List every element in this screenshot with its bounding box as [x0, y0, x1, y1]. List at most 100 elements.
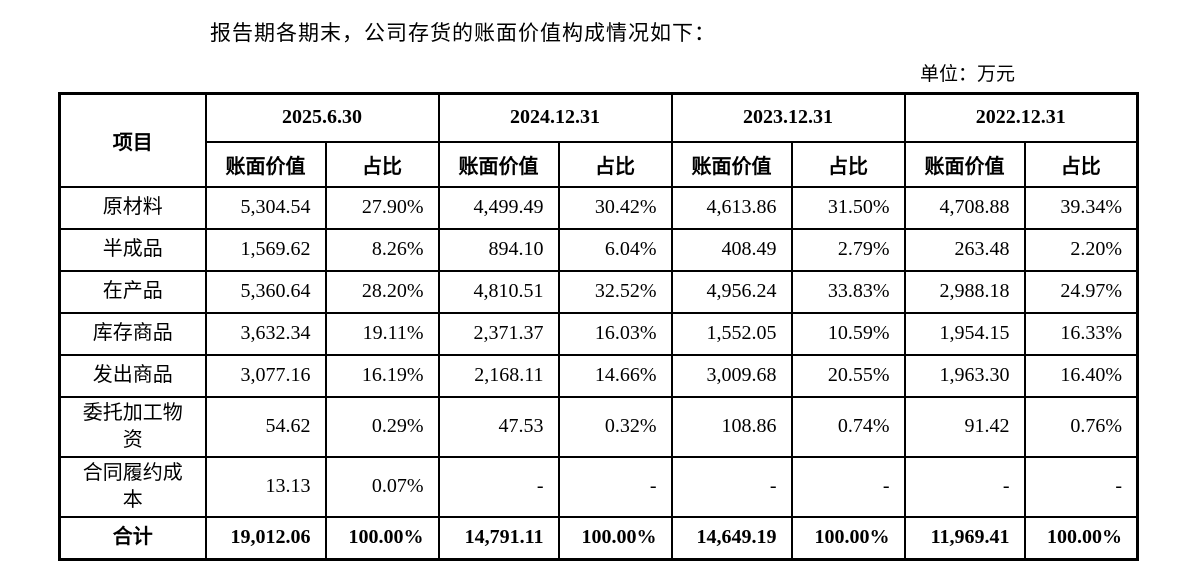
column-header-item: 项目	[58, 92, 207, 188]
table-row: 库存商品 3,632.34 19.11% 2,371.37 16.03% 1,552.05…	[58, 311, 1139, 356]
book-value-cell: 4,810.51	[437, 269, 560, 314]
table-row: 在产品 5,360.64 28.20% 4,810.51 32.52% 4,956.24 3…	[58, 269, 1139, 314]
book-value-cell: 2,371.37	[437, 311, 560, 356]
book-value-cell: 5,304.54	[204, 185, 327, 230]
ratio-cell: 0.32%	[557, 395, 673, 458]
column-header-ratio-2: 占比	[557, 140, 673, 188]
column-header-book-value-3: 账面价值	[670, 140, 793, 188]
ratio-cell: 2.20%	[1023, 227, 1139, 272]
table-row: 委托加工物资 54.62 0.29% 47.53 0.32% 108.86 0.74% 91.…	[58, 395, 1139, 458]
ratio-cell: 8.26%	[324, 227, 440, 272]
book-value-cell: 4,956.24	[670, 269, 793, 314]
row-label: 合同履约成本	[58, 455, 207, 518]
table-row: 合同履约成本 13.13 0.07% - - - - - -	[58, 455, 1139, 518]
ratio-cell: 14.66%	[557, 353, 673, 398]
ratio-cell: 0.74%	[790, 395, 906, 458]
book-value-cell: 47.53	[437, 395, 560, 458]
ratio-cell: 100.00%	[1023, 515, 1139, 561]
row-label: 委托加工物资	[58, 395, 207, 458]
inventory-book-value-table: 项目 2025.6.30 2024.12.31 2023.12.31 2022.…	[58, 92, 1139, 561]
header-row-periods: 项目 2025.6.30 2024.12.31 2023.12.31 2022.…	[58, 92, 1139, 188]
book-value-cell: 4,499.49	[437, 185, 560, 230]
book-value-cell: 5,360.64	[204, 269, 327, 314]
ratio-cell: 6.04%	[557, 227, 673, 272]
ratio-cell: 20.55%	[790, 353, 906, 398]
ratio-cell: 16.03%	[557, 311, 673, 356]
ratio-cell: 16.40%	[1023, 353, 1139, 398]
row-label: 原材料	[58, 185, 207, 230]
ratio-cell: -	[557, 455, 673, 518]
ratio-cell: 24.97%	[1023, 269, 1139, 314]
ratio-cell: 16.33%	[1023, 311, 1139, 356]
book-value-cell: 11,969.41	[903, 515, 1026, 561]
book-value-cell: 3,077.16	[204, 353, 327, 398]
column-header-period-2025-06-30: 2025.6.30	[204, 92, 440, 143]
column-header-period-2022-12-31: 2022.12.31	[903, 92, 1139, 143]
row-label: 半成品	[58, 227, 207, 272]
column-header-book-value-1: 账面价值	[204, 140, 327, 188]
book-value-cell: 1,963.30	[903, 353, 1026, 398]
book-value-cell: 408.49	[670, 227, 793, 272]
book-value-cell: 54.62	[204, 395, 327, 458]
row-label: 合计	[58, 515, 207, 561]
ratio-cell: -	[790, 455, 906, 518]
table-row: 发出商品 3,077.16 16.19% 2,168.11 14.66% 3,009.68…	[58, 353, 1139, 398]
ratio-cell: -	[1023, 455, 1139, 518]
column-header-ratio-1: 占比	[324, 140, 440, 188]
ratio-cell: 16.19%	[324, 353, 440, 398]
table-row-total: 合计 19,012.06 100.00% 14,791.11 100.00% 14,649…	[58, 515, 1139, 561]
book-value-cell: 2,168.11	[437, 353, 560, 398]
book-value-cell: 108.86	[670, 395, 793, 458]
ratio-cell: 10.59%	[790, 311, 906, 356]
book-value-cell: -	[903, 455, 1026, 518]
book-value-cell: 91.42	[903, 395, 1026, 458]
column-header-book-value-2: 账面价值	[437, 140, 560, 188]
ratio-cell: 19.11%	[324, 311, 440, 356]
book-value-cell: 14,649.19	[670, 515, 793, 561]
book-value-cell: 3,009.68	[670, 353, 793, 398]
row-label: 库存商品	[58, 311, 207, 356]
column-header-period-2023-12-31: 2023.12.31	[670, 92, 906, 143]
ratio-cell: 2.79%	[790, 227, 906, 272]
ratio-cell: 100.00%	[557, 515, 673, 561]
book-value-cell: -	[437, 455, 560, 518]
ratio-cell: 100.00%	[324, 515, 440, 561]
ratio-cell: 28.20%	[324, 269, 440, 314]
ratio-cell: 0.07%	[324, 455, 440, 518]
book-value-cell: 2,988.18	[903, 269, 1026, 314]
row-label: 在产品	[58, 269, 207, 314]
book-value-cell: 4,613.86	[670, 185, 793, 230]
ratio-cell: 0.29%	[324, 395, 440, 458]
book-value-cell: -	[670, 455, 793, 518]
column-header-period-2024-12-31: 2024.12.31	[437, 92, 673, 143]
unit-label: 单位：万元	[920, 64, 1016, 85]
column-header-book-value-4: 账面价值	[903, 140, 1026, 188]
book-value-cell: 894.10	[437, 227, 560, 272]
ratio-cell: 100.00%	[790, 515, 906, 561]
ratio-cell: 39.34%	[1023, 185, 1139, 230]
header-row-subcolumns: 账面价值 占比 账面价值 占比 账面价值 占比 账面价值 占比	[60, 140, 1139, 188]
table-row: 原材料 5,304.54 27.90% 4,499.49 30.42% 4,613.86 3…	[58, 185, 1139, 230]
row-label: 发出商品	[58, 353, 207, 398]
column-header-ratio-3: 占比	[790, 140, 906, 188]
ratio-cell: 27.90%	[324, 185, 440, 230]
ratio-cell: 31.50%	[790, 185, 906, 230]
book-value-cell: 263.48	[903, 227, 1026, 272]
book-value-cell: 19,012.06	[204, 515, 327, 561]
book-value-cell: 14,791.11	[437, 515, 560, 561]
ratio-cell: 0.76%	[1023, 395, 1139, 458]
paragraph-title: 报告期各期末，公司存货的账面价值构成情况如下：	[210, 21, 716, 45]
table-row: 半成品 1,569.62 8.26% 894.10 6.04% 408.49 2.79% 26…	[58, 227, 1139, 272]
book-value-cell: 1,954.15	[903, 311, 1026, 356]
book-value-cell: 1,552.05	[670, 311, 793, 356]
book-value-cell: 13.13	[204, 455, 327, 518]
ratio-cell: 32.52%	[557, 269, 673, 314]
column-header-ratio-4: 占比	[1023, 140, 1139, 188]
book-value-cell: 3,632.34	[204, 311, 327, 356]
table-body: 原材料 5,304.54 27.90% 4,499.49 30.42% 4,613.86 3…	[58, 185, 1139, 561]
book-value-cell: 1,569.62	[204, 227, 327, 272]
book-value-cell: 4,708.88	[903, 185, 1026, 230]
ratio-cell: 30.42%	[557, 185, 673, 230]
ratio-cell: 33.83%	[790, 269, 906, 314]
